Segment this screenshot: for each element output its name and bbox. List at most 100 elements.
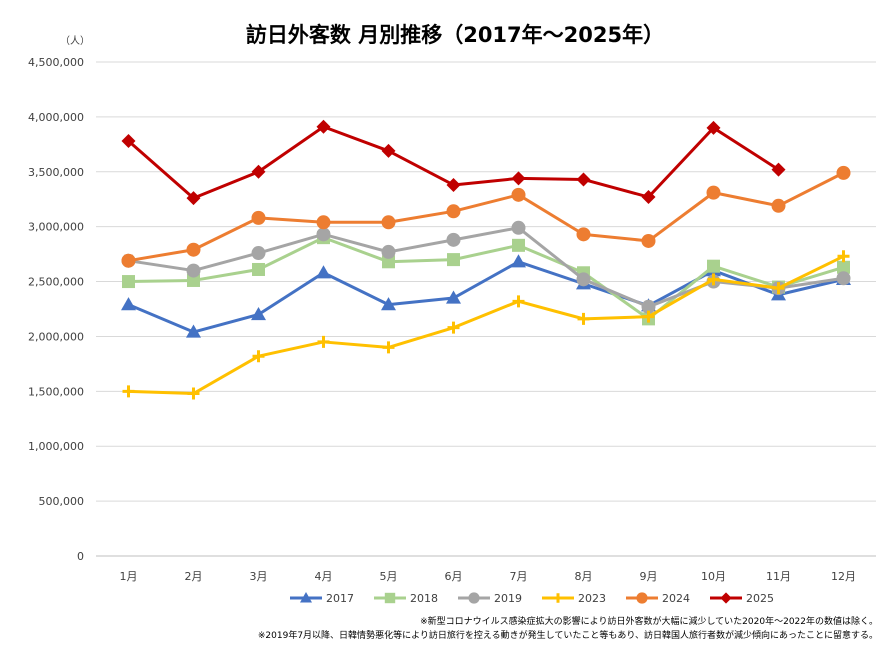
data-point-2023 — [642, 310, 655, 323]
y-tick-label: 500,000 — [39, 495, 85, 508]
x-tick-label: 5月 — [380, 570, 398, 583]
legend-marker — [553, 593, 563, 603]
series-line-2017 — [127, 260, 844, 334]
legend-item-2024: 2024 — [626, 592, 690, 605]
data-point-2024 — [251, 210, 266, 225]
legend-label: 2023 — [578, 592, 606, 605]
series-line-2018 — [128, 236, 844, 321]
gridlines — [96, 61, 876, 557]
data-point-2019 — [836, 271, 851, 286]
y-tick-label: 3,500,000 — [28, 166, 84, 179]
data-point-2018 — [707, 259, 720, 273]
legend-item-2025: 2025 — [710, 592, 774, 605]
data-point-2023 — [772, 282, 785, 295]
legend-marker — [300, 592, 312, 603]
legend-label: 2019 — [494, 592, 522, 605]
y-tick-label: 2,500,000 — [28, 276, 84, 289]
x-tick-label: 7月 — [510, 570, 528, 583]
x-tick-label: 4月 — [315, 570, 333, 583]
data-point-2018 — [187, 273, 200, 287]
legend-label: 2025 — [746, 592, 774, 605]
x-tick-label: 1月 — [120, 570, 138, 583]
data-point-2024 — [511, 187, 526, 202]
legend-item-2023: 2023 — [542, 592, 606, 605]
series-2023 — [122, 250, 850, 400]
y-tick-label: 3,000,000 — [28, 221, 84, 234]
data-point-2024 — [641, 233, 656, 248]
data-point-2025 — [576, 172, 591, 187]
chart-title: 訪日外客数 月別推移（2017年～2025年） — [246, 23, 664, 47]
legend-item-2017: 2017 — [290, 592, 354, 605]
data-point-2019 — [316, 227, 331, 242]
data-point-2018 — [837, 260, 850, 274]
data-point-2024 — [706, 185, 721, 200]
data-point-2019 — [641, 299, 656, 314]
x-tick-label: 12月 — [831, 570, 856, 583]
legend-item-2018: 2018 — [374, 592, 438, 605]
data-point-2023 — [382, 341, 395, 354]
y-tick-label: 0 — [77, 550, 84, 563]
series-group — [121, 119, 851, 400]
data-point-2025 — [186, 191, 201, 206]
y-axis-unit-label: （人） — [60, 35, 90, 47]
data-point-2018 — [122, 275, 135, 289]
data-point-2023 — [837, 250, 850, 263]
y-tick-label: 4,500,000 — [28, 56, 84, 69]
data-point-2017 — [381, 297, 396, 311]
data-point-2025 — [381, 143, 396, 158]
data-point-2017 — [186, 324, 201, 338]
legend-marker — [636, 592, 648, 604]
series-2019 — [121, 220, 851, 314]
legend-marker — [720, 592, 732, 604]
data-point-2024 — [446, 204, 461, 219]
data-point-2023 — [317, 335, 330, 348]
series-line-2019 — [128, 226, 844, 309]
x-tick-label: 2月 — [185, 570, 203, 583]
data-point-2017 — [316, 265, 331, 279]
x-tick-label: 10月 — [701, 570, 726, 583]
x-tick-label: 9月 — [640, 570, 658, 583]
x-axis-ticks: 1月 2月 3月 4月 5月 6月 7月 8月 9月 10月 11月 12月 — [120, 570, 857, 583]
data-point-2025 — [771, 162, 786, 177]
footnote-korea: ※2019年7月以降、日韓情勢悪化等により訪日旅行を控える動きが発生していたこと… — [258, 629, 878, 641]
data-point-2024 — [381, 215, 396, 230]
legend-marker — [384, 592, 396, 604]
x-tick-label: 8月 — [575, 570, 593, 583]
x-tick-label: 3月 — [250, 570, 268, 583]
data-point-2024 — [576, 227, 591, 242]
data-point-2025 — [706, 120, 721, 135]
series-line-2024 — [128, 171, 845, 263]
y-tick-label: 4,000,000 — [28, 111, 84, 124]
series-2024 — [121, 165, 851, 268]
data-point-2023 — [447, 321, 460, 334]
data-point-2018 — [447, 253, 460, 267]
data-point-2017 — [121, 297, 136, 311]
series-2025 — [121, 119, 786, 206]
data-point-2019 — [576, 272, 591, 287]
data-point-2019 — [381, 244, 396, 259]
data-point-2018 — [382, 255, 395, 269]
data-point-2023 — [707, 273, 720, 286]
y-tick-label: 1,500,000 — [28, 385, 84, 398]
data-point-2025 — [446, 177, 461, 192]
data-point-2017 — [511, 254, 526, 268]
footnote-covid: ※新型コロナウイルス感染症拡大の影響により訪日外客数が大幅に減少していた2020… — [420, 615, 878, 627]
data-point-2019 — [251, 246, 266, 261]
data-point-2023 — [252, 350, 265, 363]
legend-label: 2017 — [326, 592, 354, 605]
y-tick-label: 1,000,000 — [28, 440, 84, 453]
data-point-2025 — [251, 164, 266, 179]
data-point-2023 — [122, 385, 135, 398]
data-point-2024 — [836, 165, 851, 180]
data-point-2018 — [512, 238, 525, 252]
series-line-2023 — [128, 254, 845, 396]
data-point-2023 — [512, 295, 525, 308]
y-tick-label: 2,000,000 — [28, 330, 84, 343]
data-point-2019 — [186, 263, 201, 278]
data-point-2025 — [641, 190, 656, 205]
data-point-2023 — [187, 387, 200, 400]
data-point-2019 — [511, 220, 526, 235]
legend-item-2019: 2019 — [458, 592, 522, 605]
data-point-2024 — [121, 253, 136, 268]
